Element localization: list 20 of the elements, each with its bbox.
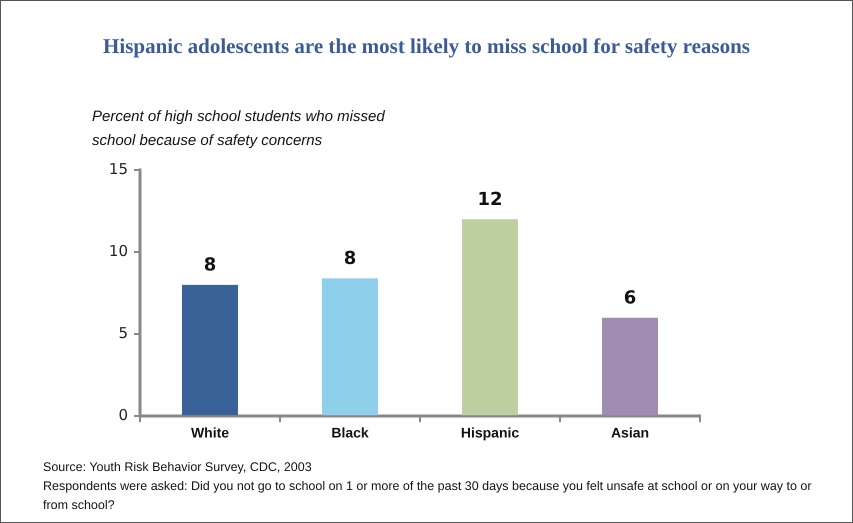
bar [462,219,518,416]
data-label: 8 [204,254,216,276]
source-note: Source: Youth Risk Behavior Survey, CDC, 2003 [43,459,313,476]
bar [602,318,658,416]
y-axis-title: Percent of high school students who missed school because of safety concerns [92,107,386,151]
x-tick-label: Hispanic [460,424,520,440]
y-tick-label: 10 [108,242,128,260]
y-tick-label: 0 [118,406,128,424]
text: Respondents were asked: Did you not go to school on 1 or more of the past 30 days because you felt unsafe at school or on your way to or from school? [43,478,813,514]
data-label: 6 [624,287,636,308]
bar [182,284,238,416]
y-tick-label: 15 [108,160,128,178]
y-tick-label: 5 [118,324,128,342]
x-tick-label: White [190,424,230,440]
data-label: 12 [477,188,503,210]
x-tick-label: Black [331,424,369,440]
x-tick-label: Asian [610,424,650,440]
data-label: 8 [344,248,356,269]
chart-title: Hispanic adolescents are the most likely to miss school for safety reasons [102,34,751,59]
bar [322,278,378,416]
